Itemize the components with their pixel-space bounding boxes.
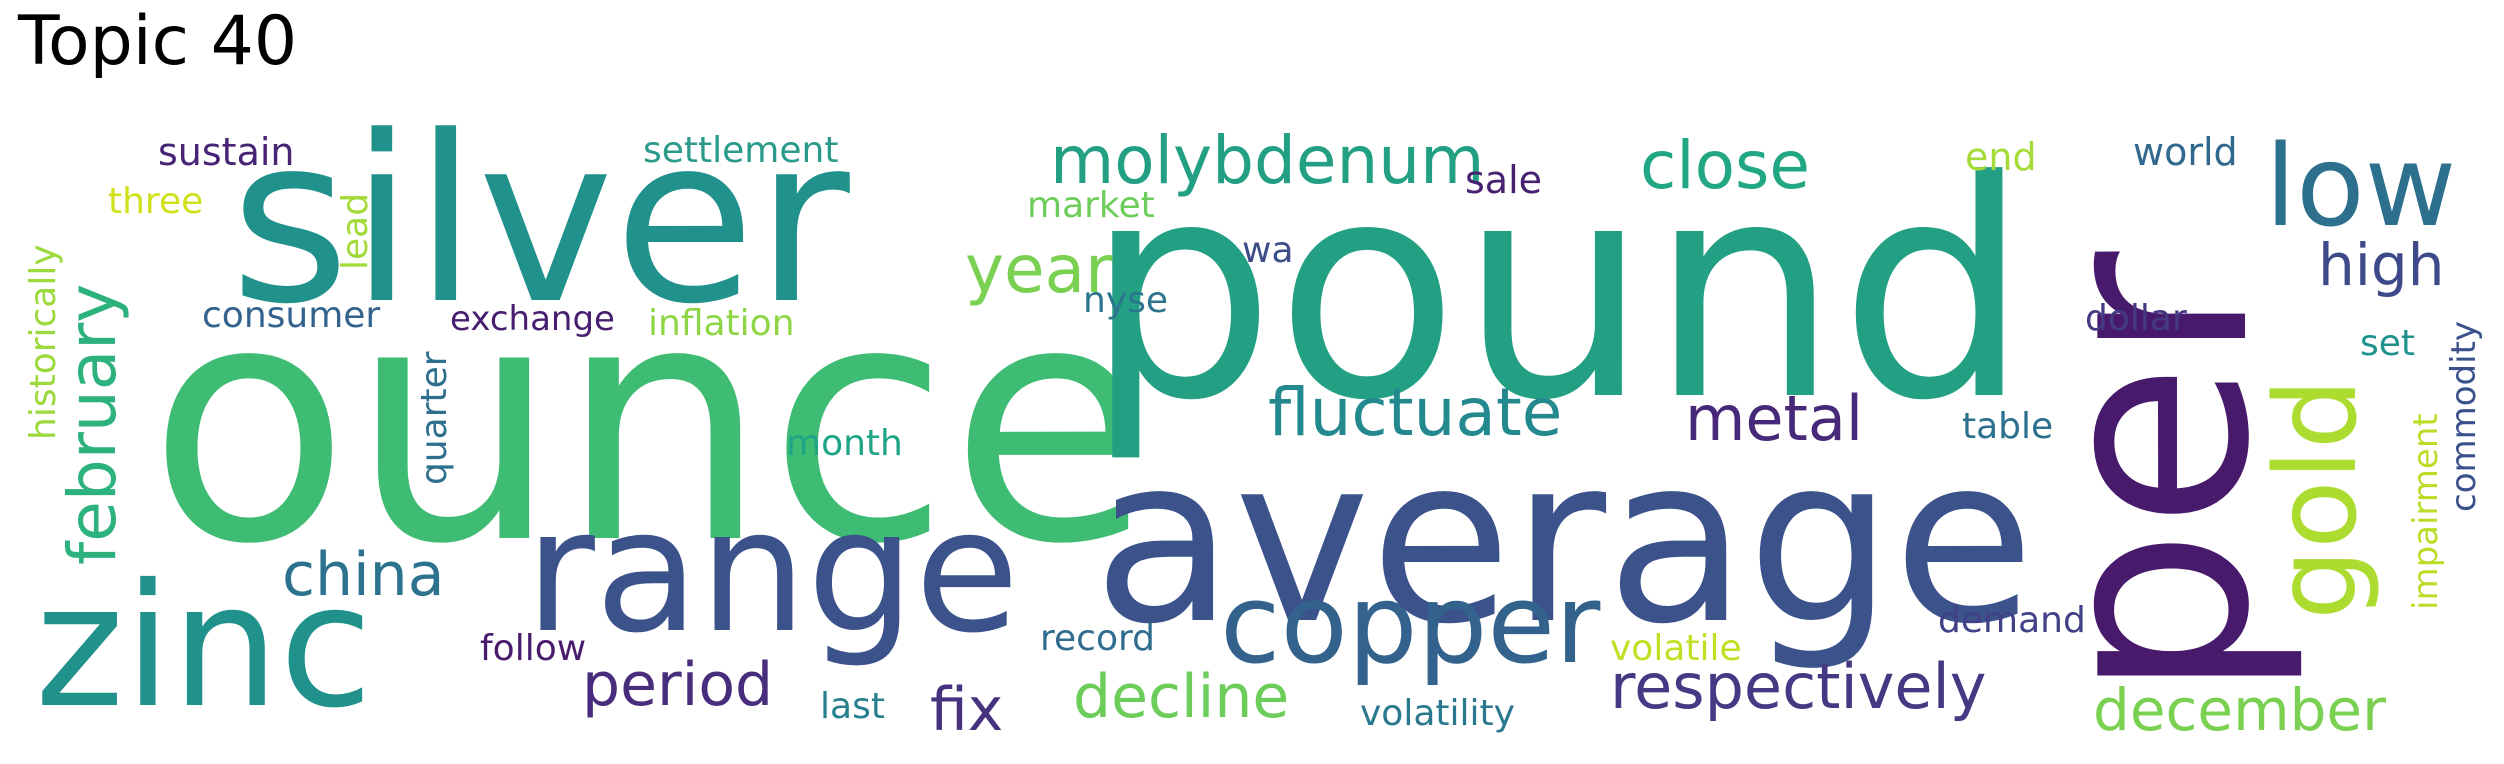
word-record: record bbox=[1040, 618, 1155, 659]
word-world: world bbox=[2133, 130, 2238, 174]
word-settlement: settlement bbox=[643, 130, 838, 171]
word-last: last bbox=[820, 686, 885, 727]
word-year: year bbox=[965, 231, 1113, 308]
word-high: high bbox=[2318, 231, 2444, 299]
word-zinc: zinc bbox=[35, 548, 373, 746]
word-february: february bbox=[54, 284, 131, 565]
word-lead: lead bbox=[335, 193, 376, 270]
word-ounce: ounce bbox=[148, 232, 1153, 616]
word-exchange: exchange bbox=[450, 299, 615, 339]
word-pound: pound bbox=[1085, 117, 2030, 466]
word-set: set bbox=[2360, 323, 2415, 364]
word-period: period bbox=[582, 650, 773, 720]
word-silver: silver bbox=[230, 88, 850, 355]
word-copper: copper bbox=[1220, 560, 1601, 688]
word-volatile: volatile bbox=[1610, 628, 1742, 669]
word-low: low bbox=[2265, 122, 2456, 252]
word-consumer: consumer bbox=[202, 295, 380, 336]
word-month: month bbox=[786, 423, 903, 464]
page-title: Topic 40 bbox=[18, 2, 298, 81]
word-china: china bbox=[282, 540, 444, 610]
word-three: three bbox=[108, 181, 203, 222]
word-end: end bbox=[1965, 135, 2037, 179]
word-volatility: volatility bbox=[1360, 693, 1515, 734]
word-molybdenum: molybdenum bbox=[1050, 122, 1484, 199]
word-close: close bbox=[1640, 127, 1810, 204]
word-gold: gold bbox=[2252, 378, 2382, 620]
word-fix: fix bbox=[930, 675, 1003, 745]
word-nyse: nyse bbox=[1083, 280, 1168, 321]
word-fluctuate: fluctuate bbox=[1268, 374, 1562, 451]
word-december: december bbox=[2093, 676, 2386, 744]
word-sale: sale bbox=[1465, 158, 1542, 202]
word-table: table bbox=[1962, 406, 2053, 447]
word-metal: metal bbox=[1685, 382, 1863, 455]
word-average: average bbox=[1093, 408, 2035, 675]
word-inflation: inflation bbox=[648, 303, 795, 344]
word-impairment: impairment bbox=[2406, 413, 2446, 610]
word-respectively: respectively bbox=[1610, 650, 1986, 723]
word-wa: wa bbox=[1242, 230, 1294, 271]
word-decline: decline bbox=[1073, 662, 1289, 732]
word-market: market bbox=[1027, 185, 1155, 226]
word-dollar: dollar bbox=[2085, 298, 2187, 339]
word-per: per bbox=[1994, 249, 2309, 700]
word-commodity: commodity bbox=[2444, 321, 2484, 512]
word-sustain: sustain bbox=[158, 130, 295, 174]
word-range: range bbox=[525, 473, 1019, 671]
word-demand: demand bbox=[1938, 600, 2086, 641]
word-historically: historically bbox=[23, 244, 64, 440]
word-follow: follow bbox=[480, 628, 586, 669]
word-quarter: quarter bbox=[414, 351, 455, 485]
